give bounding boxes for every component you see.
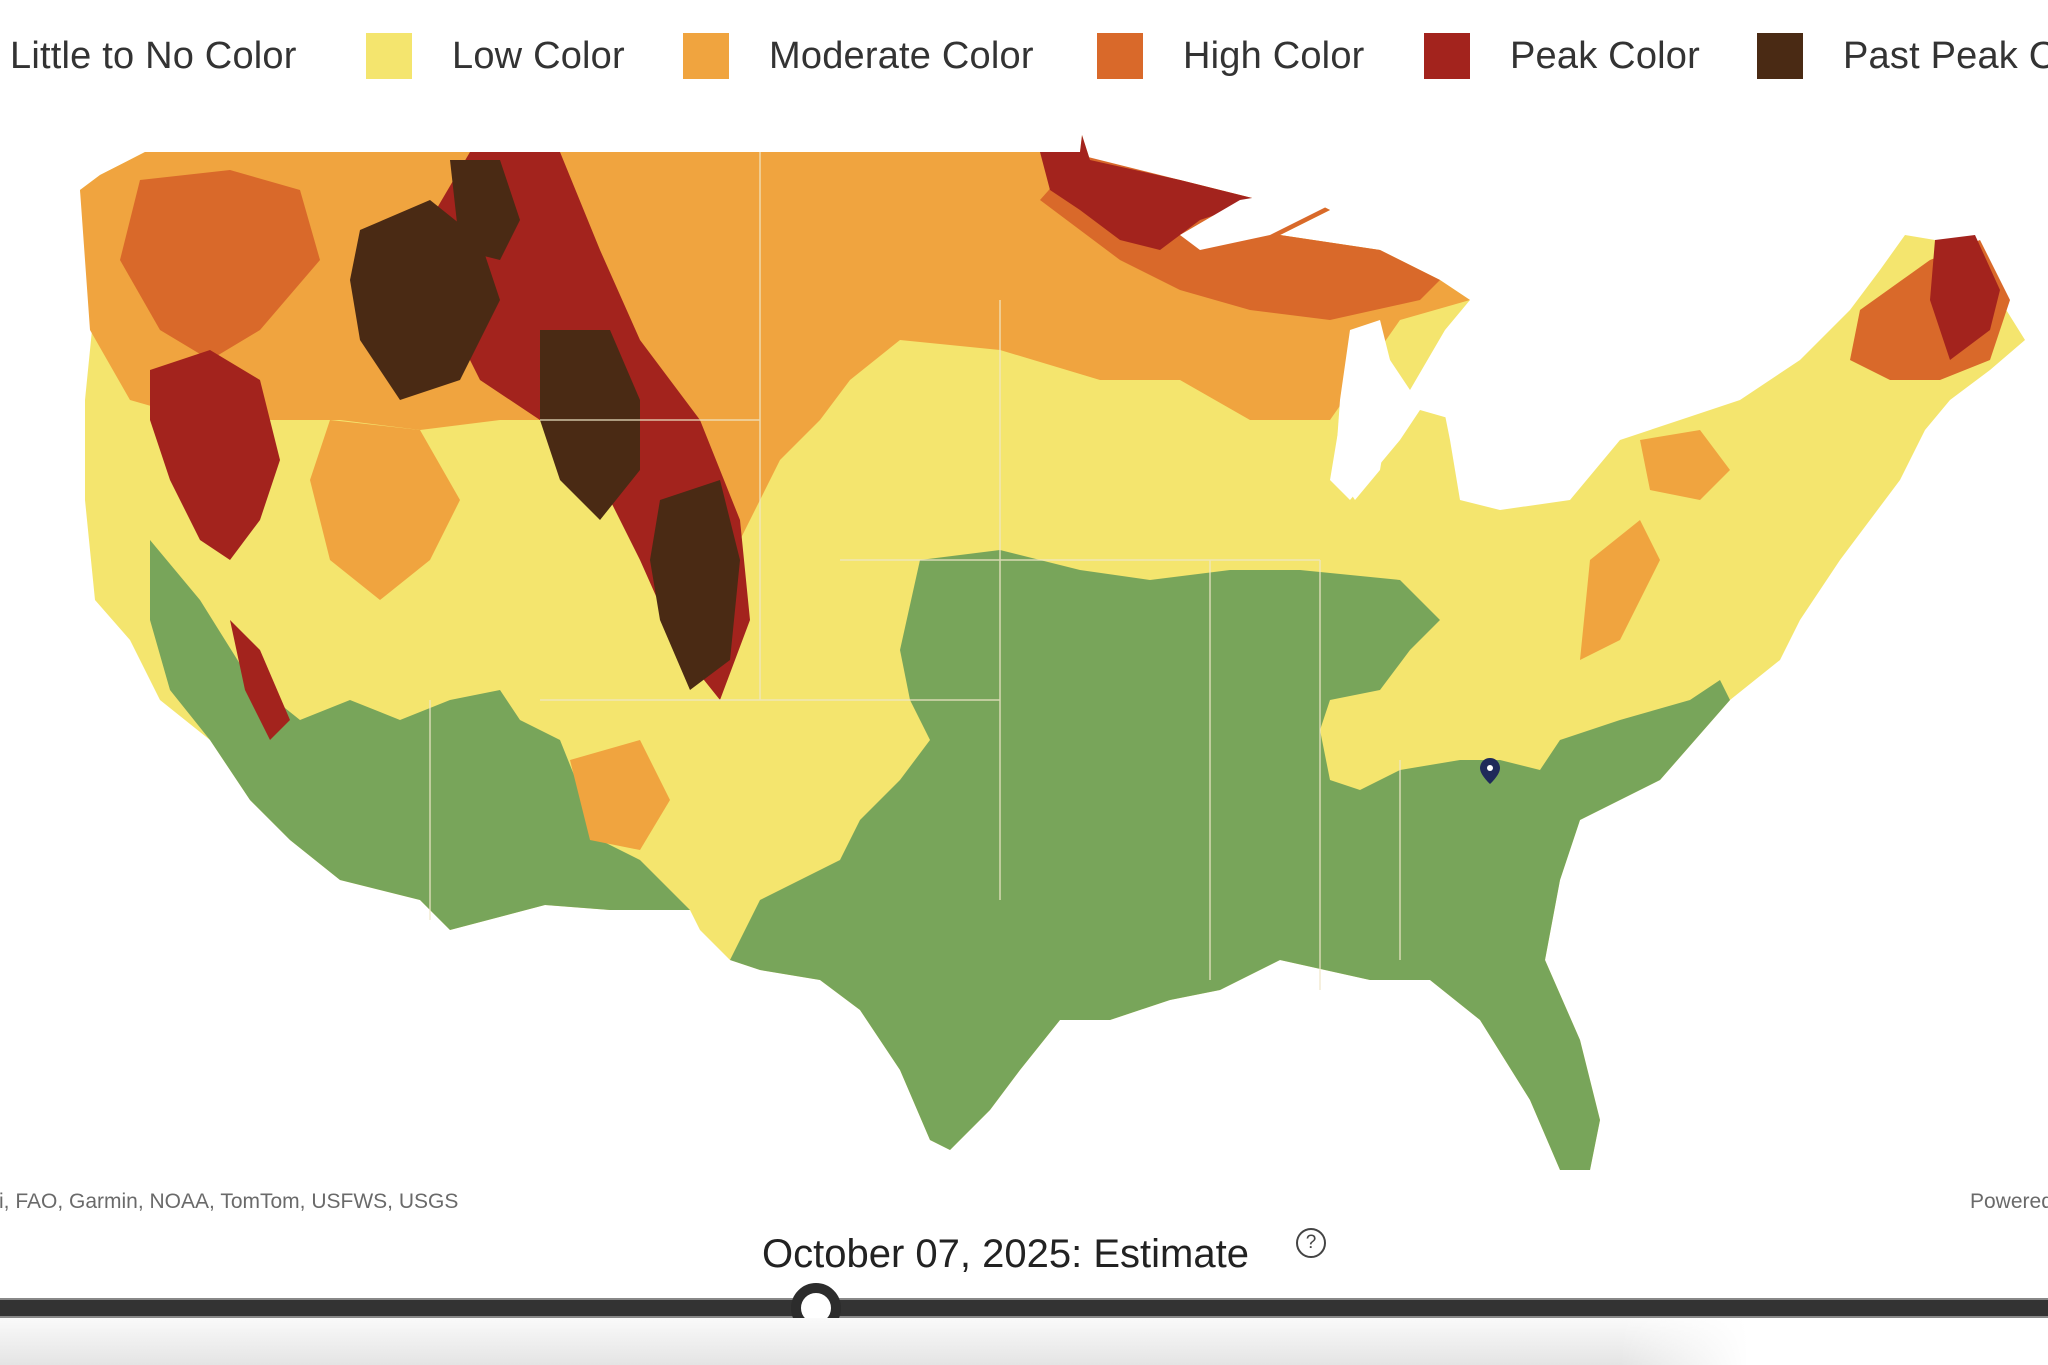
region-high-color-west <box>120 170 320 360</box>
region-little-to-no-color-south <box>730 550 1730 1170</box>
swatch-peak-color <box>1424 33 1470 79</box>
powered-by-link[interactable]: Powered <box>1970 1190 2048 1213</box>
legend-label: Peak Color <box>1510 34 1700 77</box>
swatch-moderate-color <box>683 33 729 79</box>
swatch-low-color <box>366 33 412 79</box>
legend-item-low-color: Low Color <box>366 33 625 79</box>
map-attribution[interactable]: ri, FAO, Garmin, NOAA, TomTom, USFWS, US… <box>0 1190 459 1213</box>
region-moderate-color-ny <box>1640 430 1730 500</box>
region-peak-color-cascades <box>150 350 280 560</box>
legend-item-little-to-no-color: Little to No Color <box>10 33 297 79</box>
location-pin-icon[interactable] <box>1480 758 1500 784</box>
legend-item-peak-color: Peak Color <box>1424 33 1700 79</box>
us-map-canvas[interactable] <box>0 110 2048 1170</box>
foliage-map[interactable] <box>0 110 2048 1170</box>
region-peak-color-sierra <box>230 620 290 740</box>
legend-label: Low Color <box>452 34 625 77</box>
legend-label: High Color <box>1183 34 1365 77</box>
legend-item-high-color: High Color <box>1097 33 1365 79</box>
help-icon[interactable]: ? <box>1296 1228 1326 1258</box>
legend-label: Past Peak C <box>1843 34 2048 77</box>
date-label: October 07, 2025: Estimate <box>762 1232 1249 1276</box>
bottom-bar-fade <box>1620 1318 2048 1365</box>
lake-superior <box>1180 190 1330 250</box>
state-borders <box>429 152 1401 990</box>
legend-label: Little to No Color <box>10 34 297 77</box>
lake-michigan <box>1335 320 1395 500</box>
region-moderate-color-appalachia <box>1580 520 1660 660</box>
region-moderate-color-nevada <box>310 420 460 600</box>
swatch-past-peak-color <box>1757 33 1803 79</box>
legend-item-moderate-color: Moderate Color <box>683 33 1034 79</box>
region-past-peak-montana <box>450 160 520 260</box>
lake-huron-erie <box>1440 390 1560 510</box>
swatch-high-color <box>1097 33 1143 79</box>
legend-label: Moderate Color <box>769 34 1034 77</box>
region-moderate-color-newmexico <box>570 740 670 850</box>
legend: Little to No Color Low Color Moderate Co… <box>0 0 2048 110</box>
region-little-to-no-color-west <box>150 540 690 930</box>
region-peak-color-minnesota <box>1040 135 1260 250</box>
region-past-peak-wyoming <box>540 330 640 520</box>
legend-item-past-peak-color: Past Peak C <box>1757 33 2048 79</box>
region-peak-color-maine <box>1930 235 2000 360</box>
date-slider-track[interactable] <box>0 1298 2048 1318</box>
region-past-peak-colorado <box>650 480 740 690</box>
